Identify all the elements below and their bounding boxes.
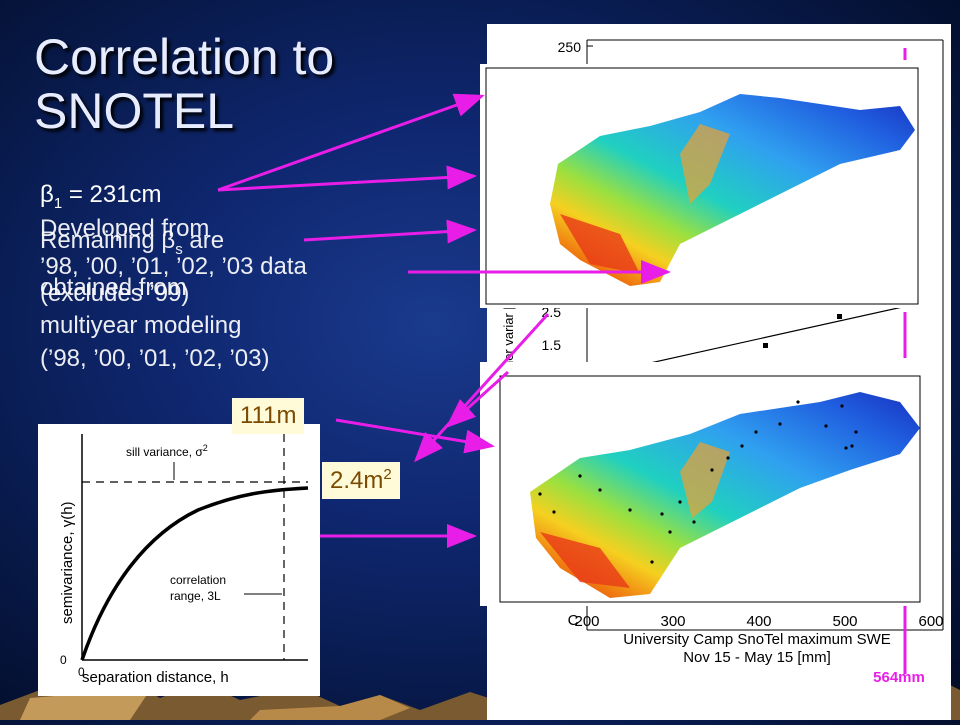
- x-tick-400: 400: [746, 613, 771, 630]
- x-tick-partial: C: [568, 612, 579, 629]
- remaining-tail: are: [182, 227, 225, 254]
- remaining-beta-sub: s: [175, 240, 183, 258]
- variogram-svg: sill variance, σ2 semivariance, γ(h) cor…: [59, 434, 309, 686]
- sill-value-sup: 2: [383, 466, 392, 483]
- arrow-beta1-lower: [217, 165, 477, 192]
- x-tick-500: 500: [832, 613, 857, 630]
- y-tick-1-5: 1.5: [542, 337, 562, 353]
- origin-x-label: 0: [78, 665, 85, 679]
- x-tick-300: 300: [660, 613, 685, 630]
- remaining-line-1: Remaining βs are: [40, 226, 420, 264]
- remaining-line-2: obtained from: [40, 273, 187, 301]
- x-tick-200: 200: [574, 613, 599, 630]
- snow-map-upper-svg: [485, 67, 919, 305]
- beta1-text: β1 = 231cm: [40, 180, 162, 218]
- snow-map-lower-svg: [499, 375, 921, 603]
- x-tick-600: 600: [918, 613, 943, 630]
- correlation-range-line-1: correlation: [170, 573, 226, 587]
- origin-y-label: 0: [60, 653, 67, 667]
- beta1-value: = 231cm: [62, 181, 162, 208]
- arrow-remaining: [303, 219, 477, 244]
- x-tick-labels: C 200 300 400 500 600: [568, 612, 944, 630]
- beta-symbol: β: [40, 181, 54, 208]
- x-axis-label-line-2: Nov 15 - May 15 [mm]: [683, 649, 831, 666]
- slide-title: Correlation to SNOTEL: [34, 29, 335, 139]
- range-value-label: 111m: [232, 398, 305, 434]
- y-tick-250: 250: [558, 39, 582, 55]
- remaining-line-3: multiyear modeling: [40, 311, 242, 339]
- sill-variance-label: sill variance, σ2: [126, 443, 208, 459]
- developed-line-1: Developed from: [40, 215, 210, 242]
- arrow-range: [335, 418, 495, 454]
- sill-value-text: 2.4m: [330, 467, 384, 494]
- swe-value-label: 564mm: [873, 669, 925, 686]
- remaining-beta-symbol: β: [161, 227, 176, 254]
- snow-map-lower: [480, 362, 925, 606]
- arrow-beta1-upper: [217, 93, 485, 192]
- snow-map-upper: [480, 64, 925, 308]
- scatter-plot-svg: 250 2.5 1.5 xponer variar [m C 200 300 4…: [501, 39, 944, 686]
- sill-value-label: 2.4m2: [322, 462, 400, 499]
- developed-line-3: (excludes ’99): [40, 280, 190, 307]
- beta-subscript: 1: [53, 194, 63, 212]
- developed-text: Developed from ’98, ’00, ’01, ’02, ’03 d…: [40, 214, 420, 308]
- variogram-panel: sill variance, σ2 semivariance, γ(h) cor…: [38, 424, 320, 696]
- x-axis-label-line-1: University Camp SnoTel maximum SWE: [623, 631, 891, 648]
- remaining-word: Remaining: [40, 227, 162, 254]
- remaining-line-4: (’98, ’00, ’01, ’02, ’03): [40, 344, 270, 372]
- semivariance-axis-label: semivariance, γ(h): [59, 501, 76, 624]
- correlation-range-line-2: range, 3L: [170, 589, 221, 603]
- developed-line-2: ’98, ’00, ’01, ’02, ’03 data: [40, 253, 307, 280]
- separation-distance-label: separation distance, h: [82, 669, 229, 686]
- remaining-text: Remaining βs are obtained from multiyear…: [40, 226, 420, 373]
- arrow-map-to-range: [445, 370, 510, 429]
